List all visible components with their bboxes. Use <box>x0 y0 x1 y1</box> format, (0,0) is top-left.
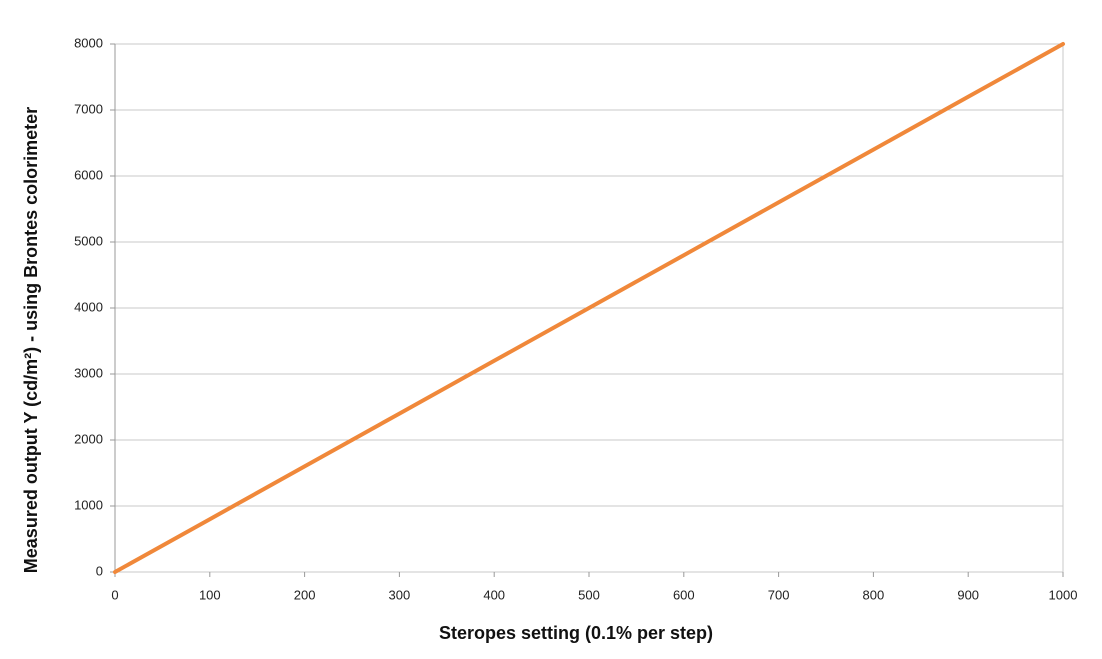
y-tick-label: 1000 <box>74 497 103 512</box>
y-tick-label: 4000 <box>74 299 103 314</box>
x-tick-label: 300 <box>389 587 411 602</box>
x-tick-label: 600 <box>673 587 695 602</box>
x-tick-label: 200 <box>294 587 316 602</box>
y-tick-label: 5000 <box>74 233 103 248</box>
x-tick-label: 800 <box>863 587 885 602</box>
y-tick-label: 3000 <box>74 365 103 380</box>
x-tick-label: 900 <box>957 587 979 602</box>
data-line <box>113 42 1065 574</box>
x-tick-label: 0 <box>111 587 118 602</box>
x-tick-label: 100 <box>199 587 221 602</box>
x-axis-title: Steropes setting (0.1% per step) <box>439 623 713 643</box>
y-tick-label: 6000 <box>74 167 103 182</box>
x-tick-label: 1000 <box>1049 587 1078 602</box>
x-tick-label: 400 <box>483 587 505 602</box>
y-tick-label: 8000 <box>74 35 103 50</box>
y-tick-label: 0 <box>96 563 103 578</box>
x-tick-label: 700 <box>768 587 790 602</box>
x-tick-label: 500 <box>578 587 600 602</box>
y-tick-label: 2000 <box>74 431 103 446</box>
y-axis-title: Measured output Y (cd/m²) - using Bronte… <box>21 107 41 573</box>
y-tick-label: 7000 <box>74 101 103 116</box>
